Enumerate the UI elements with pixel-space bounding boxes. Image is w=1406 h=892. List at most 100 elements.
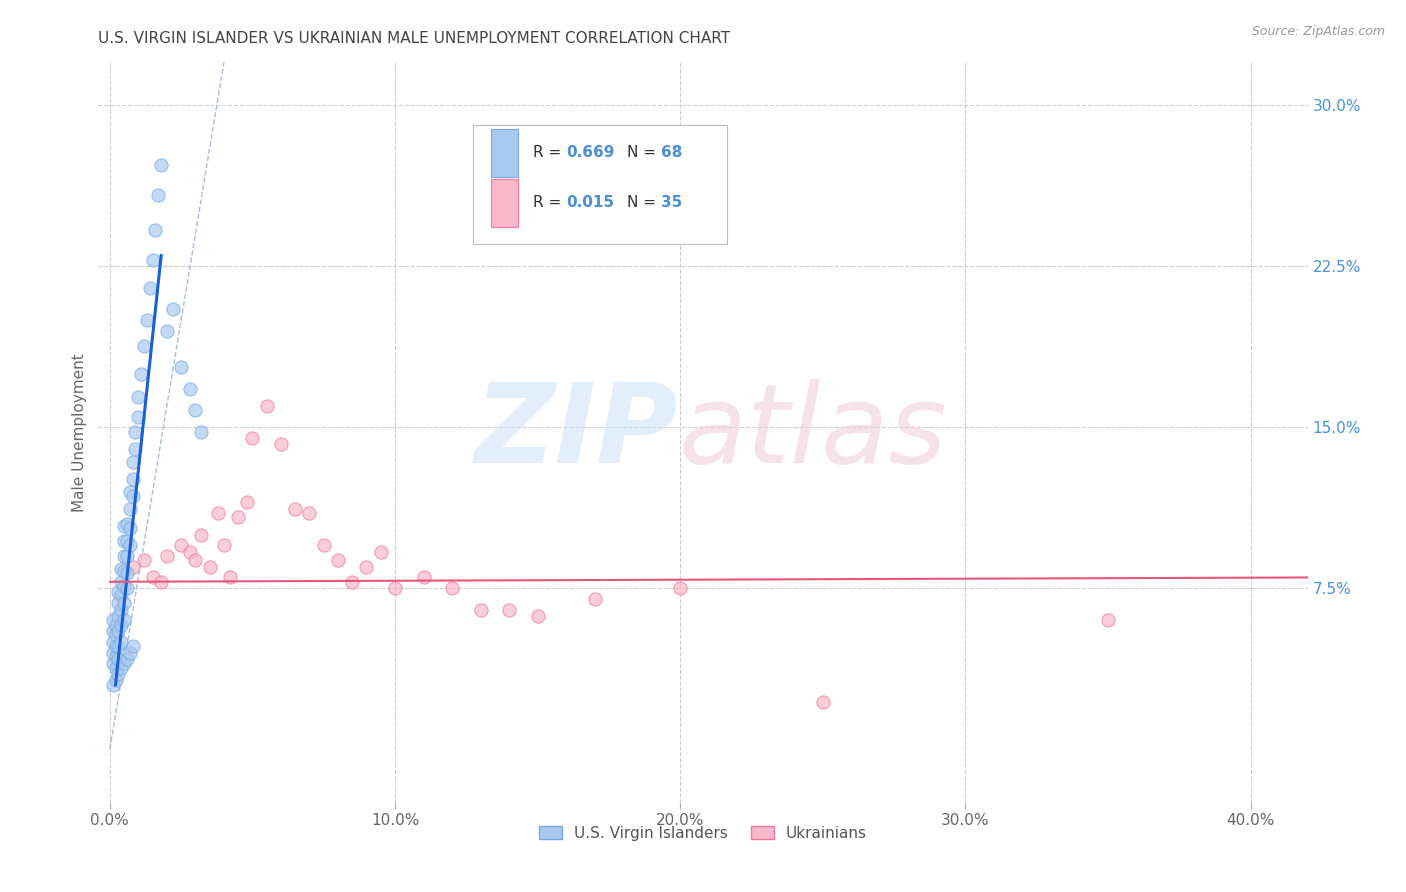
Point — [110, 617, 132, 632]
Point — [112, 519, 135, 533]
Point — [121, 489, 143, 503]
Point — [179, 382, 201, 396]
Point — [470, 602, 492, 616]
Point — [112, 614, 135, 628]
Point — [811, 695, 834, 709]
Point — [118, 521, 141, 535]
Point — [110, 562, 132, 576]
Point — [104, 639, 127, 653]
Point — [115, 516, 138, 531]
Point — [107, 639, 129, 653]
Point — [112, 564, 135, 578]
Point — [112, 549, 135, 563]
Point — [142, 570, 165, 584]
Legend: U.S. Virgin Islanders, Ukrainians: U.S. Virgin Islanders, Ukrainians — [533, 820, 873, 847]
Point — [162, 302, 184, 317]
Point — [145, 223, 167, 237]
FancyBboxPatch shape — [474, 126, 727, 244]
Text: 35: 35 — [661, 195, 682, 211]
Point — [156, 549, 179, 563]
Point — [101, 614, 124, 628]
Text: 0.669: 0.669 — [567, 145, 614, 161]
Point — [127, 390, 149, 404]
Point — [190, 425, 212, 439]
Point — [112, 657, 135, 671]
Point — [118, 538, 141, 552]
Point — [107, 585, 129, 599]
Point — [104, 673, 127, 688]
Point — [115, 549, 138, 563]
Point — [101, 646, 124, 660]
Point — [118, 646, 141, 660]
Point — [212, 538, 235, 552]
Point — [342, 574, 364, 589]
Point — [207, 506, 229, 520]
FancyBboxPatch shape — [492, 178, 517, 227]
Point — [132, 553, 155, 567]
Point — [412, 570, 434, 584]
Point — [115, 533, 138, 548]
Point — [148, 188, 170, 202]
Text: ZIP: ZIP — [475, 379, 679, 486]
Point — [127, 409, 149, 424]
Point — [107, 652, 129, 666]
Point — [104, 617, 127, 632]
Point — [107, 624, 129, 639]
Point — [107, 596, 129, 610]
Y-axis label: Male Unemployment: Male Unemployment — [72, 353, 87, 512]
Point — [370, 545, 392, 559]
Text: N =: N = — [627, 195, 661, 211]
Text: 0.015: 0.015 — [567, 195, 614, 211]
Point — [121, 639, 143, 653]
Point — [112, 579, 135, 593]
Point — [198, 559, 221, 574]
Point — [184, 403, 207, 417]
Point — [1097, 614, 1119, 628]
Point — [124, 442, 146, 456]
Point — [235, 495, 257, 509]
Point — [101, 657, 124, 671]
Point — [356, 559, 378, 574]
Point — [124, 425, 146, 439]
Point — [118, 501, 141, 516]
Point — [110, 660, 132, 674]
Point — [118, 484, 141, 499]
FancyBboxPatch shape — [492, 128, 517, 177]
Point — [112, 533, 135, 548]
Point — [242, 431, 264, 445]
Point — [112, 596, 135, 610]
Text: U.S. VIRGIN ISLANDER VS UKRAINIAN MALE UNEMPLOYMENT CORRELATION CHART: U.S. VIRGIN ISLANDER VS UKRAINIAN MALE U… — [98, 31, 731, 46]
Point — [104, 649, 127, 664]
Point — [298, 506, 321, 520]
Point — [110, 574, 132, 589]
Point — [115, 652, 138, 666]
Point — [104, 628, 127, 642]
Point — [270, 437, 292, 451]
Point — [179, 545, 201, 559]
Point — [218, 570, 240, 584]
Point — [142, 252, 165, 267]
Point — [121, 472, 143, 486]
Point — [129, 367, 152, 381]
Point — [170, 360, 193, 375]
Text: Source: ZipAtlas.com: Source: ZipAtlas.com — [1251, 25, 1385, 38]
Text: R =: R = — [533, 195, 565, 211]
Text: N =: N = — [627, 145, 661, 161]
Point — [135, 313, 157, 327]
Point — [384, 581, 406, 595]
Text: atlas: atlas — [679, 379, 948, 486]
Point — [107, 609, 129, 624]
Point — [284, 501, 307, 516]
Point — [583, 591, 606, 606]
Point — [256, 399, 278, 413]
Point — [150, 574, 173, 589]
Point — [110, 635, 132, 649]
Point — [190, 527, 212, 541]
Point — [669, 581, 692, 595]
Point — [156, 324, 179, 338]
Text: R =: R = — [533, 145, 565, 161]
Point — [150, 158, 173, 172]
Point — [121, 454, 143, 468]
Point — [326, 553, 349, 567]
Point — [139, 281, 162, 295]
